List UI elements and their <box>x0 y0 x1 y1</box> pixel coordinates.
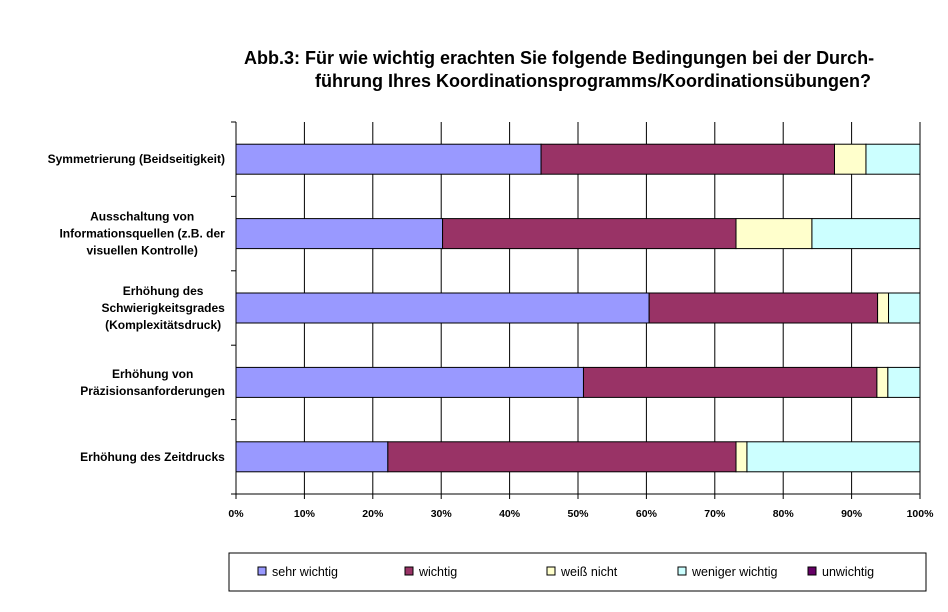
x-tick-label: 20% <box>362 508 384 520</box>
x-tick-label: 0% <box>228 508 244 520</box>
category-label: Erhöhung des Zeitdrucks <box>80 450 225 464</box>
category-label: Symmetrierung (Beidseitigkeit) <box>48 152 225 166</box>
category-label: Erhöhung von Präzisionsanforderungen <box>80 367 225 398</box>
legend-label: sehr wichtig <box>272 565 338 579</box>
category-label-line: Symmetrierung (Beidseitigkeit) <box>48 152 225 166</box>
axes <box>231 121 921 499</box>
bar-segment <box>746 441 921 473</box>
category-label-line: Erhöhung des <box>123 284 204 298</box>
category-label: Erhöhung des Schwierigkeitsgrades (Komplex… <box>101 284 225 332</box>
bar-segment <box>834 143 867 175</box>
bar-segment <box>235 143 542 175</box>
bar-segment <box>442 218 737 250</box>
category-label-line: (Komplexitätsdruck) <box>105 318 221 332</box>
legend-swatch <box>807 566 817 576</box>
x-tick-label: 100% <box>907 508 935 520</box>
x-tick-label: 30% <box>431 508 453 520</box>
bar-segment <box>235 441 389 473</box>
category-label: Ausschaltung von Informationsquellen (z.B… <box>59 210 225 258</box>
bar-segment <box>235 366 584 398</box>
x-tick-label: 10% <box>294 508 316 520</box>
bar-segment <box>540 143 836 175</box>
legend-label: weniger wichtig <box>691 565 778 579</box>
legend-label: weiß nicht <box>560 565 618 579</box>
bar-segment <box>876 366 889 398</box>
bar-segment <box>887 366 921 398</box>
x-tick-label: 80% <box>773 508 795 520</box>
legend-box <box>228 552 927 592</box>
x-tick-label: 40% <box>499 508 521 520</box>
legend-swatch <box>677 566 687 576</box>
legend-swatch <box>257 566 267 576</box>
bar-segment <box>235 292 650 324</box>
legend-swatch <box>546 566 556 576</box>
legend-label: unwichtig <box>822 565 874 579</box>
bar-segment <box>877 292 890 324</box>
bar-segment <box>648 292 879 324</box>
category-label-line: Erhöhung des Zeitdrucks <box>80 450 225 464</box>
x-tick-label: 90% <box>841 508 863 520</box>
chart-title-line-1: Abb.3: Für wie wichtig erachten Sie folg… <box>244 48 874 68</box>
bar-segment <box>735 441 748 473</box>
bars <box>235 143 921 473</box>
bar-segment <box>865 143 921 175</box>
bar-segment <box>735 218 813 250</box>
x-tick-label: 70% <box>704 508 726 520</box>
chart-title-line-2: führung Ihres Koordinationsprogramms/Koo… <box>315 71 871 91</box>
x-tick-label: 60% <box>636 508 658 520</box>
bar-segment <box>387 441 737 473</box>
x-tick-label: 50% <box>567 508 589 520</box>
legend-label: wichtig <box>418 565 457 579</box>
legend-swatch <box>404 566 414 576</box>
bar-segment <box>811 218 921 250</box>
category-label-line: Ausschaltung von <box>90 210 194 224</box>
x-tick-labels: 0% 10% 20% 30% 40% 50% 60% 70% 80% 90% 100% <box>228 508 934 520</box>
category-label-line: Schwierigkeitsgrades <box>101 301 225 315</box>
bar-segment <box>888 292 921 324</box>
category-label-line: visuellen Kontrolle) <box>86 244 197 258</box>
category-label-line: Erhöhung von <box>112 367 193 381</box>
bar-segment <box>582 366 878 398</box>
category-label-line: Informationsquellen (z.B. der <box>59 227 225 241</box>
bar-segment <box>235 218 444 250</box>
category-label-line: Präzisionsanforderungen <box>80 384 225 398</box>
category-labels: Symmetrierung (Beidseitigkeit) Ausschaltu… <box>48 152 226 464</box>
legend: sehr wichtig wichtig weiß nicht weniger wic… <box>228 552 927 592</box>
